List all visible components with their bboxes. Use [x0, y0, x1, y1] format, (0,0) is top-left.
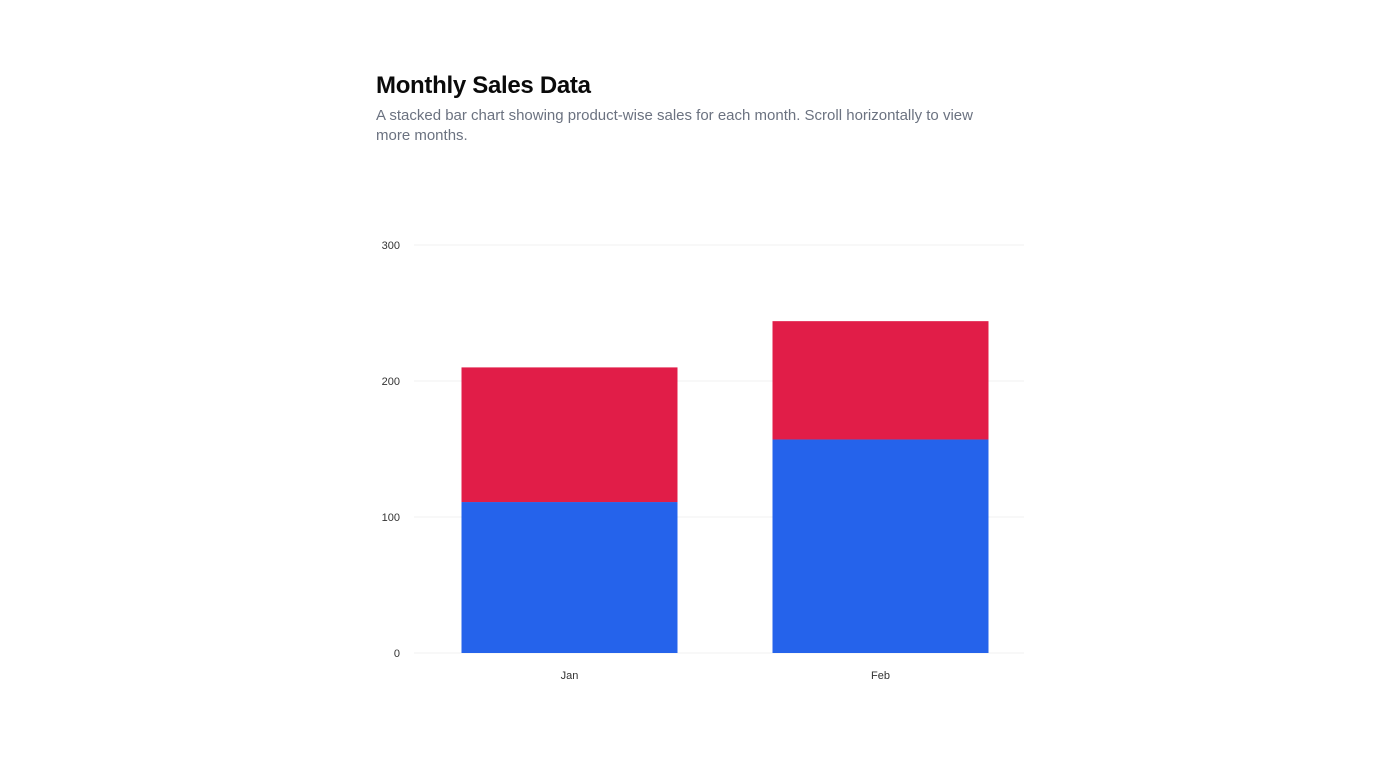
- y-tick-label: 0: [394, 648, 400, 660]
- page-title: Monthly Sales Data: [376, 72, 591, 99]
- bar-segment: [461, 367, 678, 503]
- stacked-bar-chart: 0 100 200 300 Jan Feb: [382, 240, 1024, 682]
- y-tick-label: 200: [382, 376, 400, 388]
- x-tick-label: Feb: [871, 670, 890, 682]
- y-tick-label: 100: [382, 512, 400, 524]
- bar-segment: [461, 502, 678, 653]
- y-tick-label: 300: [382, 240, 400, 252]
- chart-scroll-area[interactable]: 0 100 200 300 Jan Feb: [376, 220, 1024, 700]
- bar-segment: [772, 439, 989, 653]
- chart-header: Monthly Sales Data A stacked bar chart s…: [376, 70, 996, 146]
- x-tick-label: Jan: [561, 670, 579, 682]
- bar-segment: [772, 321, 989, 440]
- page-subtitle: A stacked bar chart showing product-wise…: [376, 107, 973, 144]
